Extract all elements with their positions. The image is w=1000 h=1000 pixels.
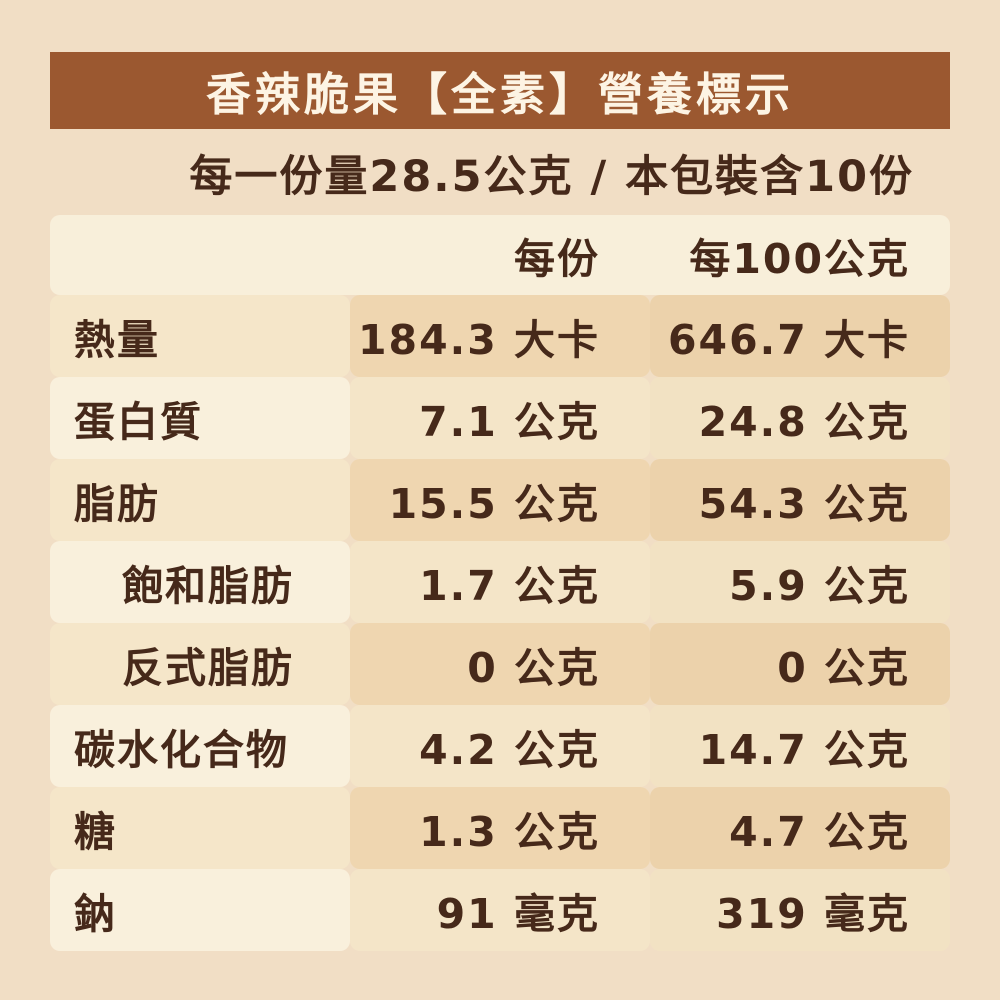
row-label: 反式脂肪 xyxy=(50,623,350,705)
col-header-per-serving: 每份 xyxy=(514,235,600,283)
value-per-serving: 1.3 公克 xyxy=(350,787,650,869)
table-row-trans-fat: 反式脂肪 0 公克 0 公克 xyxy=(50,623,950,705)
value-per-100g: 646.7 大卡 xyxy=(650,295,950,377)
table-row-calories: 熱量 184.3 大卡 646.7 大卡 xyxy=(50,295,950,377)
value-per-serving: 0 公克 xyxy=(350,623,650,705)
title-bar: 香辣脆果【全素】營養標示 xyxy=(50,52,950,129)
row-label: 碳水化合物 xyxy=(50,705,350,787)
row-label: 蛋白質 xyxy=(50,377,350,459)
table-row-sugar: 糖 1.3 公克 4.7 公克 xyxy=(50,787,950,869)
value-per-100g: 4.7 公克 xyxy=(650,787,950,869)
value-per-serving: 4.2 公克 xyxy=(350,705,650,787)
table-header-row: 每份 每100公克 xyxy=(50,215,950,295)
value-per-serving: 7.1 公克 xyxy=(350,377,650,459)
serving-info: 每一份量28.5公克 / 本包裝含10份 xyxy=(189,152,914,202)
page-title: 香辣脆果【全素】營養標示 xyxy=(205,68,794,121)
row-label: 脂肪 xyxy=(50,459,350,541)
value-per-serving: 1.7 公克 xyxy=(350,541,650,623)
table-row-protein: 蛋白質 7.1 公克 24.8 公克 xyxy=(50,377,950,459)
value-per-serving: 15.5 公克 xyxy=(350,459,650,541)
table-row-carbohydrate: 碳水化合物 4.2 公克 14.7 公克 xyxy=(50,705,950,787)
value-per-100g: 5.9 公克 xyxy=(650,541,950,623)
value-per-100g: 54.3 公克 xyxy=(650,459,950,541)
value-per-serving: 184.3 大卡 xyxy=(350,295,650,377)
row-label: 鈉 xyxy=(50,869,350,951)
table-row-sodium: 鈉 91 毫克 319 毫克 xyxy=(50,869,950,951)
row-label: 糖 xyxy=(50,787,350,869)
value-per-100g: 319 毫克 xyxy=(650,869,950,951)
table-row-saturated-fat: 飽和脂肪 1.7 公克 5.9 公克 xyxy=(50,541,950,623)
row-label: 飽和脂肪 xyxy=(50,541,350,623)
nutrition-table: 每份 每100公克 熱量 184.3 大卡 646.7 大卡 蛋白質 7.1 公… xyxy=(50,215,950,951)
value-per-serving: 91 毫克 xyxy=(350,869,650,951)
value-per-100g: 14.7 公克 xyxy=(650,705,950,787)
row-label: 熱量 xyxy=(50,295,350,377)
col-header-per-100g: 每100公克 xyxy=(689,235,910,283)
value-per-100g: 24.8 公克 xyxy=(650,377,950,459)
col-header-spacer xyxy=(50,215,350,295)
value-per-100g: 0 公克 xyxy=(650,623,950,705)
table-row-fat: 脂肪 15.5 公克 54.3 公克 xyxy=(50,459,950,541)
